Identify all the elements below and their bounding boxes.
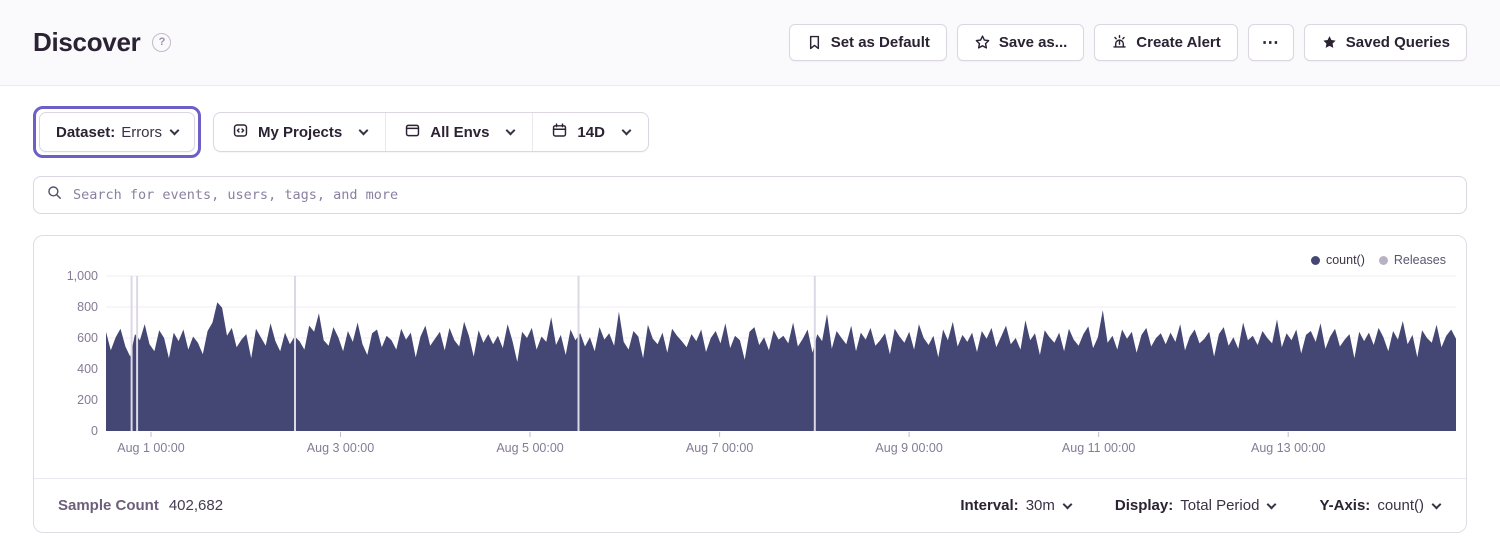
legend-item-count[interactable]: count() (1310, 253, 1365, 267)
y-axis-tick-label: 600 (77, 331, 98, 345)
saved-queries-label: Saved Queries (1345, 34, 1450, 51)
y-axis-tick-label: 0 (91, 424, 98, 438)
y-axis-tick-label: 800 (77, 300, 98, 314)
environments-filter[interactable]: All Envs (385, 113, 532, 151)
footer-controls: Interval: 30m Display: Total Period Y-Ax… (960, 497, 1442, 514)
chevron-down-icon (1431, 499, 1442, 509)
projects-filter[interactable]: My Projects (214, 113, 385, 151)
x-axis-tick-label: Aug 5 00:00 (496, 441, 564, 455)
projects-label: My Projects (258, 123, 343, 141)
legend-dot-count (1310, 255, 1320, 265)
save-as-label: Save as... (998, 34, 1068, 51)
header-actions: Set as Default Save as... Create Alert ⋯ (788, 24, 1467, 61)
saved-queries-button[interactable]: Saved Queries (1303, 24, 1467, 61)
set-as-default-button[interactable]: Set as Default (788, 24, 947, 61)
yaxis-dropdown[interactable]: Y-Axis: count() (1319, 497, 1442, 514)
date-range-filter[interactable]: 14D (532, 113, 648, 151)
sample-count-value: 402,682 (168, 497, 224, 514)
yaxis-label: Y-Axis: (1319, 497, 1371, 514)
x-axis-tick-label: Aug 3 00:00 (306, 441, 375, 455)
title-wrap: Discover ? (33, 27, 172, 58)
display-label: Display: (1114, 497, 1174, 514)
chart-footer: Sample Count 402,682 Interval: 30m Displ… (34, 478, 1466, 532)
chevron-down-icon (169, 125, 180, 136)
environments-label: All Envs (430, 123, 490, 141)
save-as-button[interactable]: Save as... (956, 24, 1085, 61)
siren-icon (1111, 34, 1128, 51)
legend-dot-releases (1378, 255, 1388, 265)
calendar-icon (551, 122, 568, 143)
x-axis-tick-label: Aug 13 00:00 (1251, 441, 1326, 455)
search-icon (46, 184, 63, 206)
star-filled-icon (1321, 34, 1338, 51)
chevron-down-icon (1267, 499, 1277, 509)
window-icon (404, 122, 421, 143)
chart-card: count() Releases 0 200 400 600 800 1,000 Aug … (33, 235, 1467, 533)
dataset-dropdown[interactable]: Dataset: Errors (39, 112, 196, 152)
chevron-down-icon (505, 125, 516, 136)
timeseries-chart[interactable] (106, 275, 1456, 437)
set-as-default-label: Set as Default (830, 34, 930, 51)
chevron-down-icon (358, 125, 369, 136)
legend-item-releases[interactable]: Releases (1378, 253, 1446, 267)
display-value: Total Period (1180, 497, 1260, 514)
page-header: Discover ? Set as Default Save as... Cre… (0, 0, 1500, 86)
page-title: Discover (33, 27, 141, 57)
create-alert-label: Create Alert (1136, 34, 1221, 51)
bookmark-icon (806, 34, 823, 51)
yaxis-value: count() (1377, 497, 1424, 514)
chevron-down-icon (621, 125, 632, 136)
y-axis-tick-label: 1,000 (66, 269, 98, 283)
display-dropdown[interactable]: Display: Total Period (1114, 497, 1277, 514)
search-bar (33, 176, 1467, 214)
interval-dropdown[interactable]: Interval: 30m (960, 497, 1073, 514)
filter-row: Dataset: Errors My Projects (33, 106, 1467, 158)
help-icon[interactable]: ? (152, 33, 172, 52)
x-axis-tick-label: Aug 11 00:00 (1061, 441, 1136, 455)
x-axis-tick-label: Aug 9 00:00 (875, 441, 943, 455)
y-axis-tick-label: 200 (77, 393, 98, 407)
legend-releases-label: Releases (1393, 253, 1446, 267)
date-range-label: 14D (577, 123, 605, 141)
y-axis-tick-label: 400 (77, 362, 98, 376)
dataset-highlight-outline: Dataset: Errors (33, 106, 202, 158)
dataset-value: Errors (121, 123, 163, 141)
dataset-label: Dataset: (56, 123, 116, 141)
project-icon (232, 122, 249, 143)
sample-count: Sample Count 402,682 (58, 497, 223, 514)
search-input[interactable] (71, 186, 1454, 204)
star-outline-icon (974, 34, 991, 51)
interval-value: 30m (1025, 497, 1055, 514)
chart-legend: count() Releases (1310, 253, 1446, 267)
more-options-button[interactable]: ⋯ (1247, 24, 1294, 61)
create-alert-button[interactable]: Create Alert (1094, 24, 1238, 61)
interval-label: Interval: (960, 497, 1019, 514)
x-axis-tick-label: Aug 7 00:00 (685, 441, 754, 455)
chevron-down-icon (1062, 499, 1073, 509)
legend-count-label: count() (1325, 253, 1365, 267)
main-content: Dataset: Errors My Projects (0, 106, 1500, 533)
x-axis-tick-label: Aug 1 00:00 (117, 441, 185, 455)
ellipsis-icon: ⋯ (1261, 32, 1280, 52)
page-filter-group: My Projects All Envs (213, 112, 649, 152)
sample-count-label: Sample Count (58, 497, 159, 514)
